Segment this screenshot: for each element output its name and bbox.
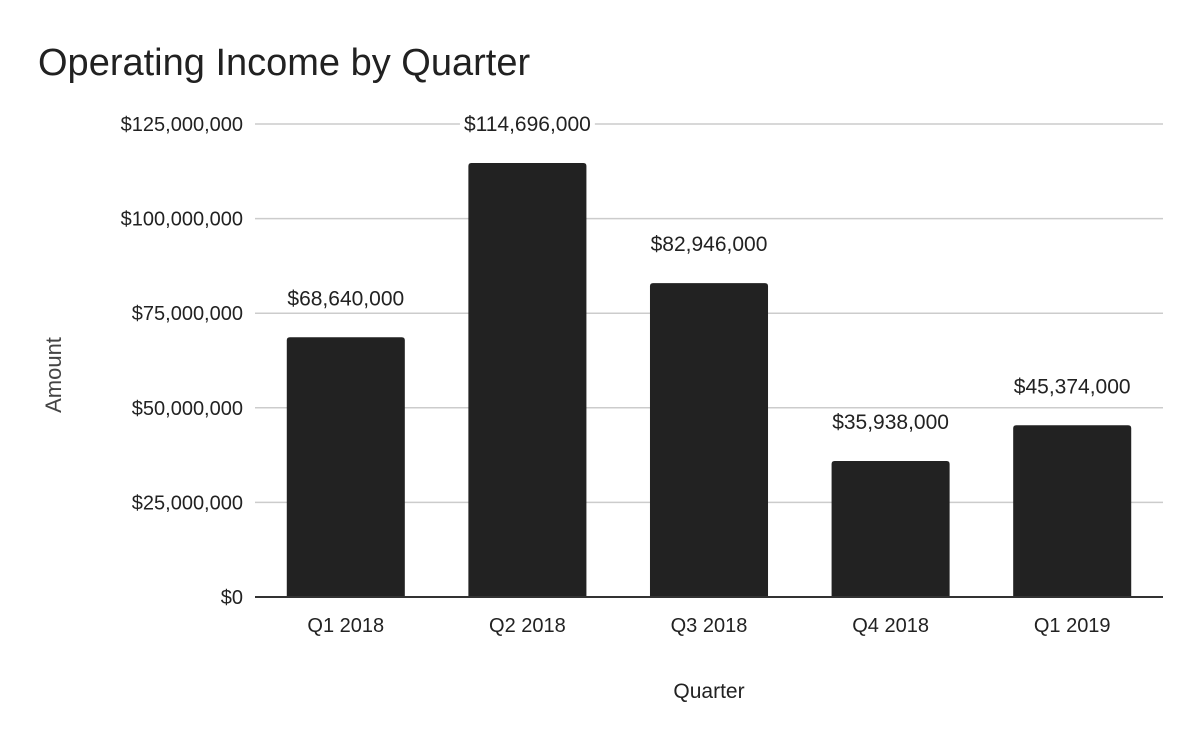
bars bbox=[286, 162, 1132, 597]
x-axis-label: Quarter bbox=[673, 680, 744, 703]
x-tick-label: Q3 2018 bbox=[671, 615, 748, 637]
y-tick-label: $75,000,000 bbox=[132, 303, 243, 325]
data-label: $45,374,000 bbox=[1014, 375, 1131, 398]
y-axis-ticks: $0 $25,000,000 $50,000,000 $75,000,000 $100,… bbox=[121, 114, 243, 609]
data-labels: $68,640,000 $114,696,000 $82,946,000 $35,93… bbox=[287, 112, 1131, 434]
y-tick-label: $25,000,000 bbox=[132, 492, 243, 514]
data-label: $114,696,000 bbox=[464, 113, 591, 136]
bar-q3-2018 bbox=[649, 283, 769, 597]
bar-q1-2019 bbox=[1013, 425, 1132, 597]
y-axis-label: Amount bbox=[41, 337, 66, 413]
data-label: $82,946,000 bbox=[651, 233, 768, 256]
chart-title: Operating Income by Quarter bbox=[38, 42, 530, 84]
x-tick-label: Q1 2019 bbox=[1034, 615, 1111, 637]
y-tick-label: $50,000,000 bbox=[132, 398, 243, 420]
x-tick-label: Q2 2018 bbox=[489, 615, 566, 637]
x-axis-ticks: Q1 2018 Q2 2018 Q3 2018 Q4 2018 Q1 2019 bbox=[307, 615, 1110, 637]
y-tick-label: $125,000,000 bbox=[121, 114, 243, 136]
data-label-backing bbox=[459, 112, 595, 136]
bar-q1-2018 bbox=[286, 337, 405, 597]
y-tick-label: $0 bbox=[221, 587, 243, 609]
x-tick-label: Q1 2018 bbox=[307, 615, 384, 637]
bar-q2-2018 bbox=[468, 162, 587, 597]
data-label: $35,938,000 bbox=[832, 411, 949, 434]
x-tick-label: Q4 2018 bbox=[852, 615, 929, 637]
y-tick-label: $100,000,000 bbox=[121, 209, 243, 231]
bar-q4-2018 bbox=[831, 461, 950, 597]
data-label: $68,640,000 bbox=[287, 287, 404, 310]
